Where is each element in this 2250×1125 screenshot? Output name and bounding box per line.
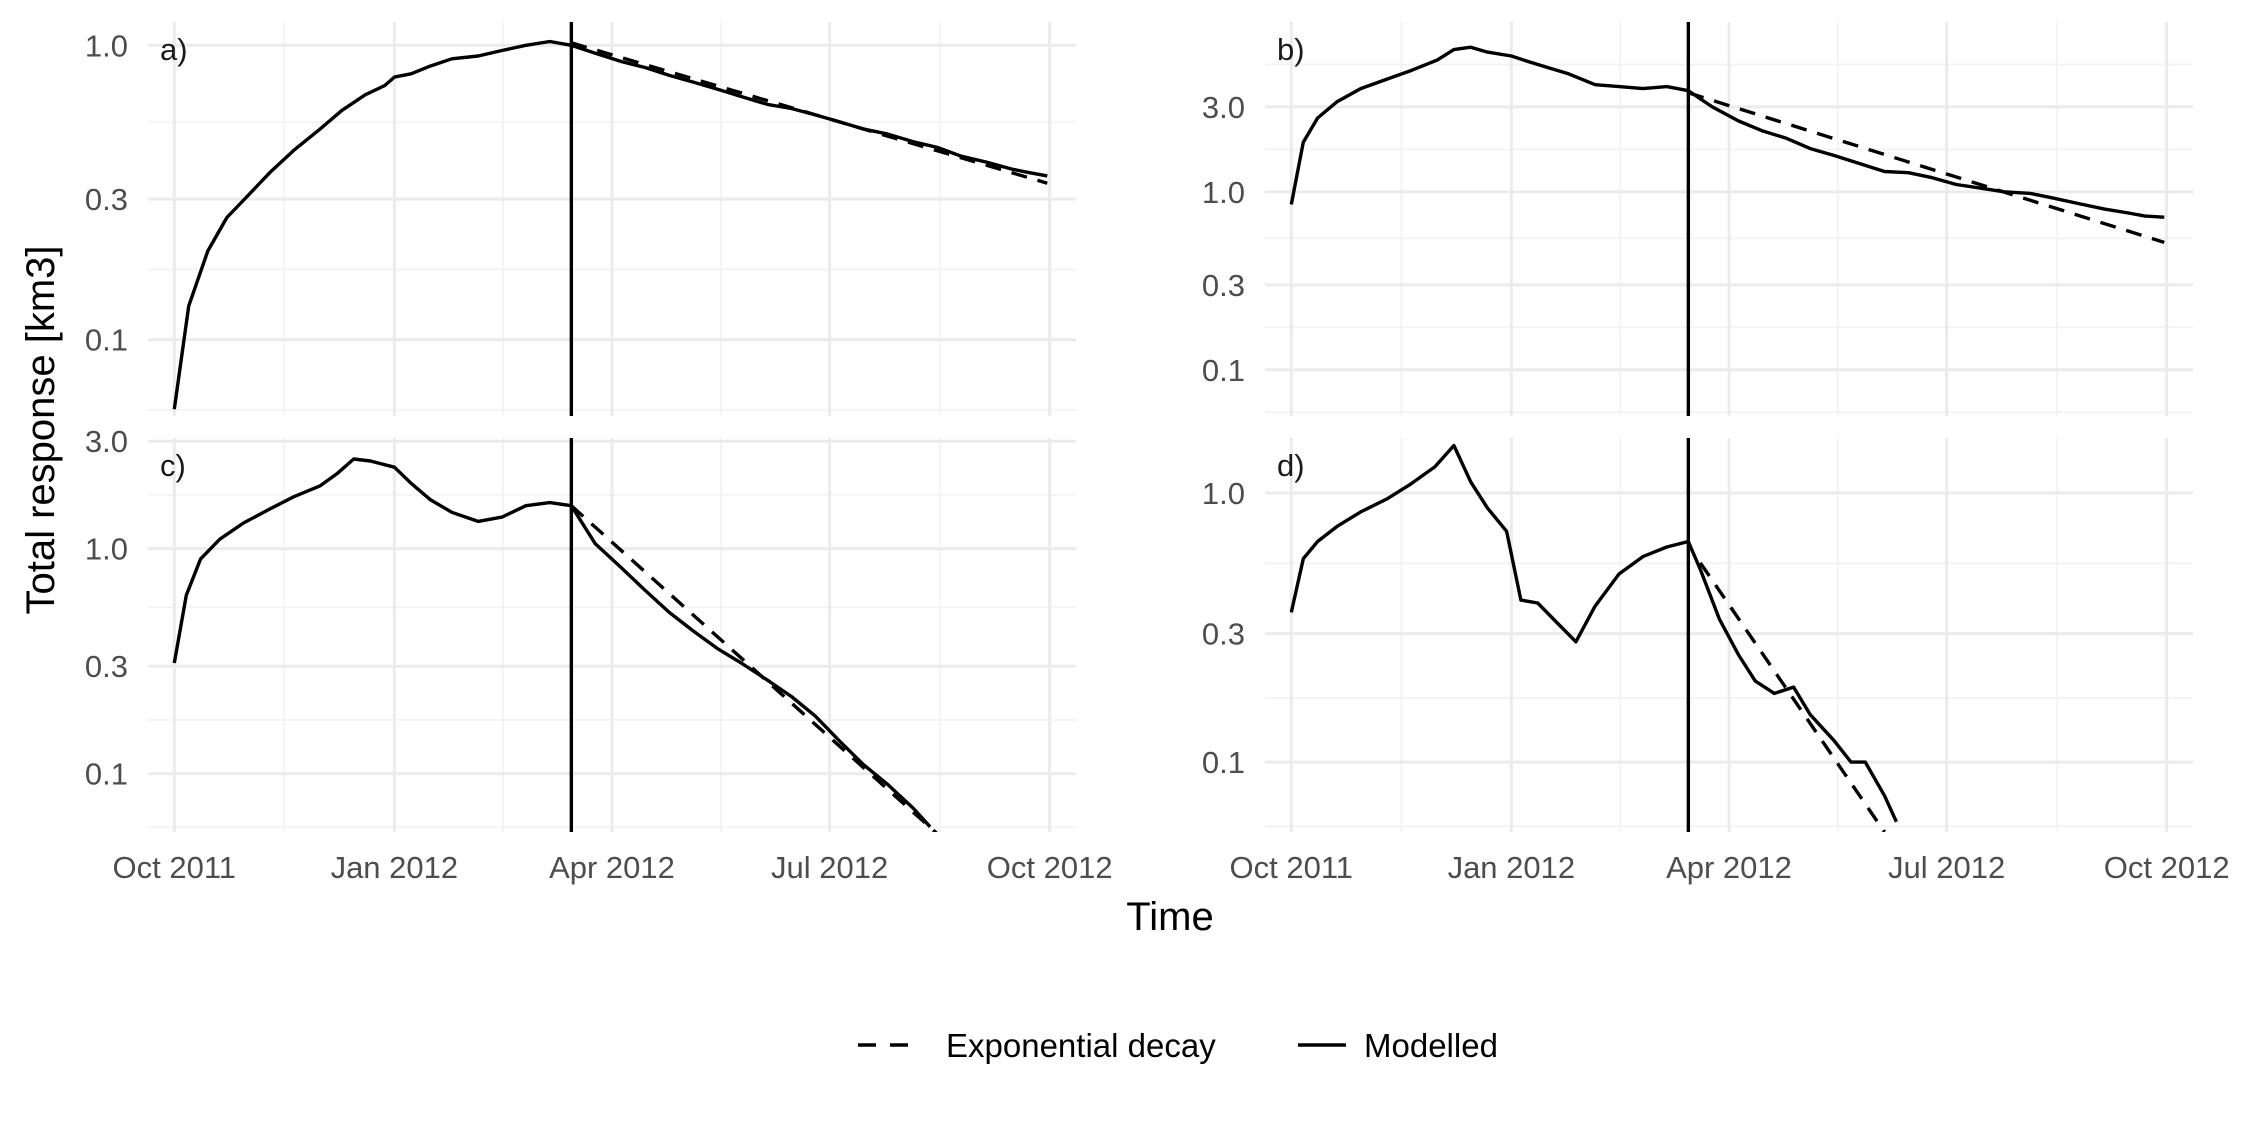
y-tick-label: 0.1 [1202,745,1245,780]
panel-b: 0.1 0.3 1.0 3.0 b) [1202,22,2193,416]
y-tick-label: 0.3 [1202,268,1245,303]
y-tick-label: 0.1 [85,757,128,792]
x-tick-label: Oct 2012 [987,850,1113,885]
y-tick-label: 3.0 [1202,90,1245,125]
series-modelled [1289,45,2165,219]
panels: 0.1 0.3 1.0 a) 0.1 0.3 1.0 3.0 b) 0.1 0.3 1.0 3.0 Oct… [85,22,2230,885]
series-exponential-decay [1687,91,2165,245]
x-tick-label: Jan 2012 [1448,850,1576,885]
y-tick-label: 0.3 [85,182,128,217]
y-tick-label: 3.0 [85,424,128,459]
x-tick-label: Jul 2012 [771,850,888,885]
panel-d: 0.1 0.3 1.0 Oct 2011 Jan 2012 Apr 2012 Jul 201… [1202,438,2230,885]
x-tick-label: Oct 2012 [2104,850,2230,885]
y-tick-label: 0.3 [1202,617,1245,652]
series-modelled [1289,443,1898,823]
y-tick-label: 1.0 [85,28,128,63]
y-tick-label: 0.1 [85,323,128,358]
series-modelled [172,457,932,828]
y-tick-label: 1.0 [1202,175,1245,210]
x-tick-label: Apr 2012 [549,850,675,885]
series-modelled [172,39,1048,410]
x-tick-label: Oct 2011 [113,850,237,885]
legend: Exponential decay Modelled [858,1027,1498,1064]
y-axis-title: Total response [km3] [19,245,63,614]
x-tick-label: Jan 2012 [331,850,459,885]
series-exponential-decay [1698,561,1886,832]
panel-c: 0.1 0.3 1.0 3.0 Oct 2011 Jan 2012 Apr 2012 Jul … [85,424,1113,885]
plot-area [172,457,938,832]
plot-area [1289,443,1898,832]
x-tick-label: Jul 2012 [1888,850,2005,885]
x-axis-title: Time [1126,895,1213,939]
panel-a: 0.1 0.3 1.0 a) [85,22,1076,416]
plot-area [1289,45,2165,245]
legend-label-modelled: Modelled [1364,1027,1498,1064]
y-tick-label: 1.0 [1202,476,1245,511]
panel-tag: c) [160,448,186,483]
legend-label-exponential-decay: Exponential decay [946,1027,1216,1064]
x-tick-label: Apr 2012 [1666,850,1792,885]
panel-tag: d) [1277,448,1305,483]
panel-tag: b) [1277,32,1305,67]
y-tick-label: 0.3 [85,649,128,684]
plot-area [172,39,1048,410]
panel-tag: a) [160,32,188,67]
y-tick-label: 1.0 [85,532,128,567]
x-tick-label: Oct 2011 [1230,850,1354,885]
y-tick-label: 0.1 [1202,353,1245,388]
